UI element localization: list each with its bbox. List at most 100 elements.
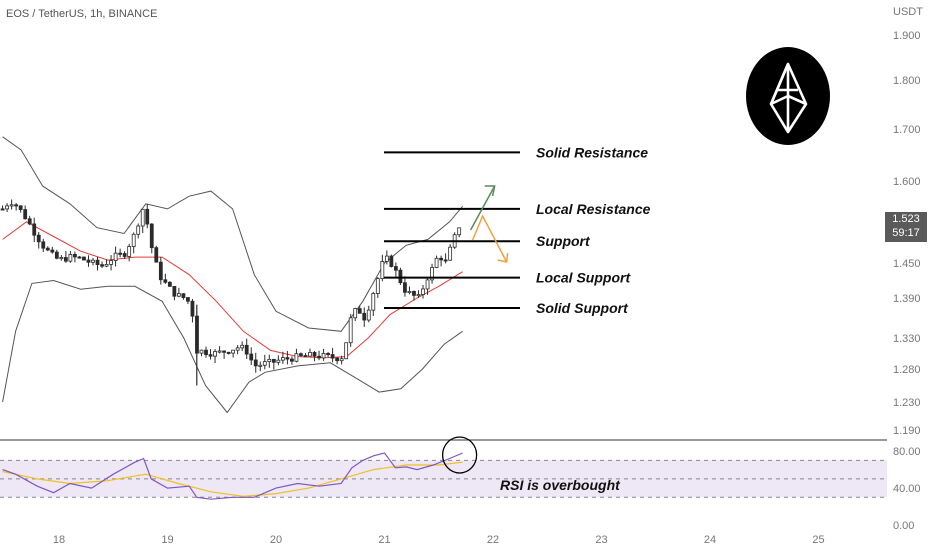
price-tick-label: 1.330 (893, 333, 921, 345)
candle-down (163, 279, 168, 283)
candle-down (398, 269, 403, 284)
bollinger-lower-line (2, 279, 463, 414)
candle-up (353, 308, 358, 319)
price-tick-label: 1.700 (893, 124, 921, 136)
price-tick-label: 1.390 (893, 293, 921, 305)
candle-up (321, 353, 326, 359)
time-tick-label: 21 (378, 534, 390, 546)
candle-down (0, 208, 5, 211)
rsi-pane[interactable]: RSI is overbought (0, 436, 887, 500)
candle-up (59, 257, 64, 260)
price-tick-label: 1.900 (893, 30, 921, 42)
rsi-tick-label: 0.00 (893, 520, 914, 532)
arrow-down-path (471, 214, 508, 263)
current-price: 1.523 (892, 213, 920, 225)
time-tick-label: 25 (812, 534, 824, 546)
rsi-axis: 80.00 40.00 0.00 (893, 446, 921, 532)
candle-up (199, 349, 204, 354)
candle-up (425, 279, 430, 290)
eos-logo (746, 47, 830, 145)
time-tick-label: 23 (595, 534, 607, 546)
candle-down (244, 344, 249, 355)
candle-up (371, 293, 376, 311)
candle-up (109, 260, 113, 265)
candle-up (407, 290, 412, 293)
arrow-down-head (497, 252, 509, 263)
candle-up (457, 227, 462, 236)
candle-up (434, 257, 439, 268)
rsi-note: RSI is overbought (500, 477, 621, 493)
scenario-arrows (469, 185, 509, 263)
time-tick-label: 20 (270, 534, 282, 546)
candle-down (45, 247, 50, 251)
candle-down (208, 354, 213, 357)
price-tick-label: 1.450 (893, 258, 921, 270)
current-price-tag: 1.523 59:17 (885, 212, 927, 242)
price-tick-label: 1.280 (893, 364, 921, 376)
candle-down (73, 254, 77, 258)
time-tick-label: 18 (53, 534, 65, 546)
candle-down (154, 247, 159, 263)
candle-up (280, 357, 285, 361)
candle-up (113, 252, 118, 261)
time-tick-label: 22 (487, 534, 499, 546)
candle-up (217, 350, 222, 353)
candle-up (344, 342, 349, 360)
candle-up (5, 205, 10, 210)
candle-down (145, 208, 150, 225)
candle-up (231, 349, 236, 354)
candle-down (149, 223, 154, 249)
rsi-ma-line (2, 461, 463, 498)
candle-down (443, 259, 448, 262)
candle-up (258, 364, 263, 367)
candle-down (181, 293, 186, 298)
candle-up (348, 317, 353, 344)
price-tick-label: 1.600 (893, 176, 921, 188)
candle-down (326, 353, 330, 356)
candle-down (41, 241, 46, 249)
candlestick-series (0, 199, 462, 386)
candle-down (95, 259, 100, 266)
candle-down (54, 251, 59, 259)
time-axis[interactable]: 18 19 20 21 22 23 24 25 (53, 534, 825, 546)
rsi-overbought-circle (441, 436, 478, 474)
candle-down (403, 282, 407, 293)
sma-line (2, 221, 463, 359)
level-annotations: Solid Resistance Local Resistance Support L… (384, 144, 651, 316)
candle-down (32, 223, 37, 236)
candle-down (63, 257, 68, 262)
candle-up (421, 288, 425, 295)
candle-down (335, 357, 340, 362)
candle-down (204, 349, 208, 356)
candle-down (172, 285, 177, 297)
price-axis[interactable]: 1.900 1.800 1.700 1.600 1.450 1.390 1.330 1.280… (893, 30, 921, 437)
candle-up (294, 353, 299, 362)
candle-up (213, 351, 217, 357)
candle-down (312, 351, 317, 357)
candle-down (330, 354, 335, 359)
candle-up (380, 261, 385, 280)
price-tick-label: 1.800 (893, 75, 921, 87)
candle-down (23, 209, 28, 220)
candle-up (127, 246, 132, 257)
candle-down (190, 300, 195, 317)
candle-down (290, 358, 294, 362)
level-label: Local Support (536, 270, 631, 286)
candle-down (357, 308, 362, 314)
bollinger-bands (2, 136, 463, 414)
candle-down (226, 351, 231, 354)
candle-up (140, 208, 145, 227)
candle-down (389, 255, 394, 267)
candle-down (439, 257, 444, 261)
candle-up (136, 225, 141, 235)
candle-up (384, 255, 389, 262)
candle-up (430, 267, 434, 281)
time-tick-label: 19 (161, 534, 173, 546)
level-label: Support (536, 233, 591, 249)
candle-up (104, 264, 109, 267)
candle-down (100, 264, 104, 267)
level-label: Local Resistance (536, 201, 651, 217)
bar-countdown: 59:17 (892, 227, 920, 239)
candle-down (317, 355, 321, 359)
